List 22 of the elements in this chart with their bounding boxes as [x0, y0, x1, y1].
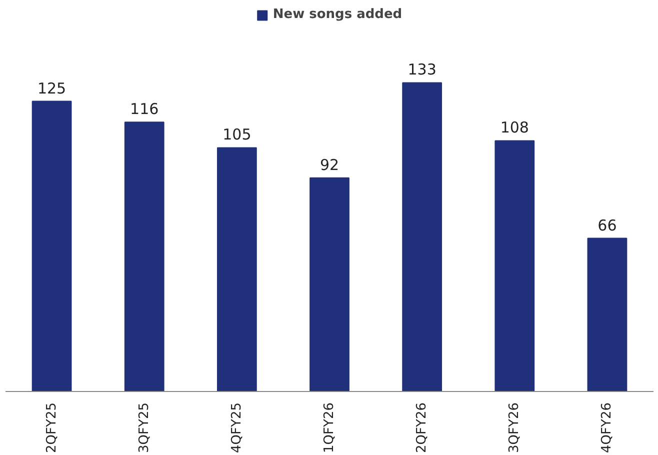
- x-tick-label: 2QFY26: [414, 402, 430, 453]
- data-label: 92: [320, 156, 340, 174]
- data-label: 108: [500, 118, 529, 137]
- x-tick-label: 4QFY25: [229, 402, 244, 453]
- data-label: 66: [598, 216, 617, 234]
- bar: [310, 177, 350, 392]
- x-tick-label: 3QFY26: [507, 402, 522, 453]
- bar: [216, 147, 257, 392]
- x-tick-label: 4QFY26: [600, 402, 615, 453]
- x-tick-label: 3QFY25: [136, 402, 152, 453]
- x-tick-label: 1QFY26: [322, 402, 337, 453]
- data-label: 125: [37, 79, 66, 98]
- bar: [587, 238, 628, 392]
- legend-label: New songs added: [272, 7, 402, 22]
- data-label: 105: [222, 126, 252, 144]
- data-label: 133: [408, 60, 436, 79]
- data-label: 116: [130, 100, 159, 118]
- bar: [124, 122, 164, 392]
- bar: [32, 100, 72, 392]
- bar: [402, 82, 442, 392]
- x-tick-label: 2QFY25: [44, 402, 60, 453]
- bar: [494, 140, 535, 392]
